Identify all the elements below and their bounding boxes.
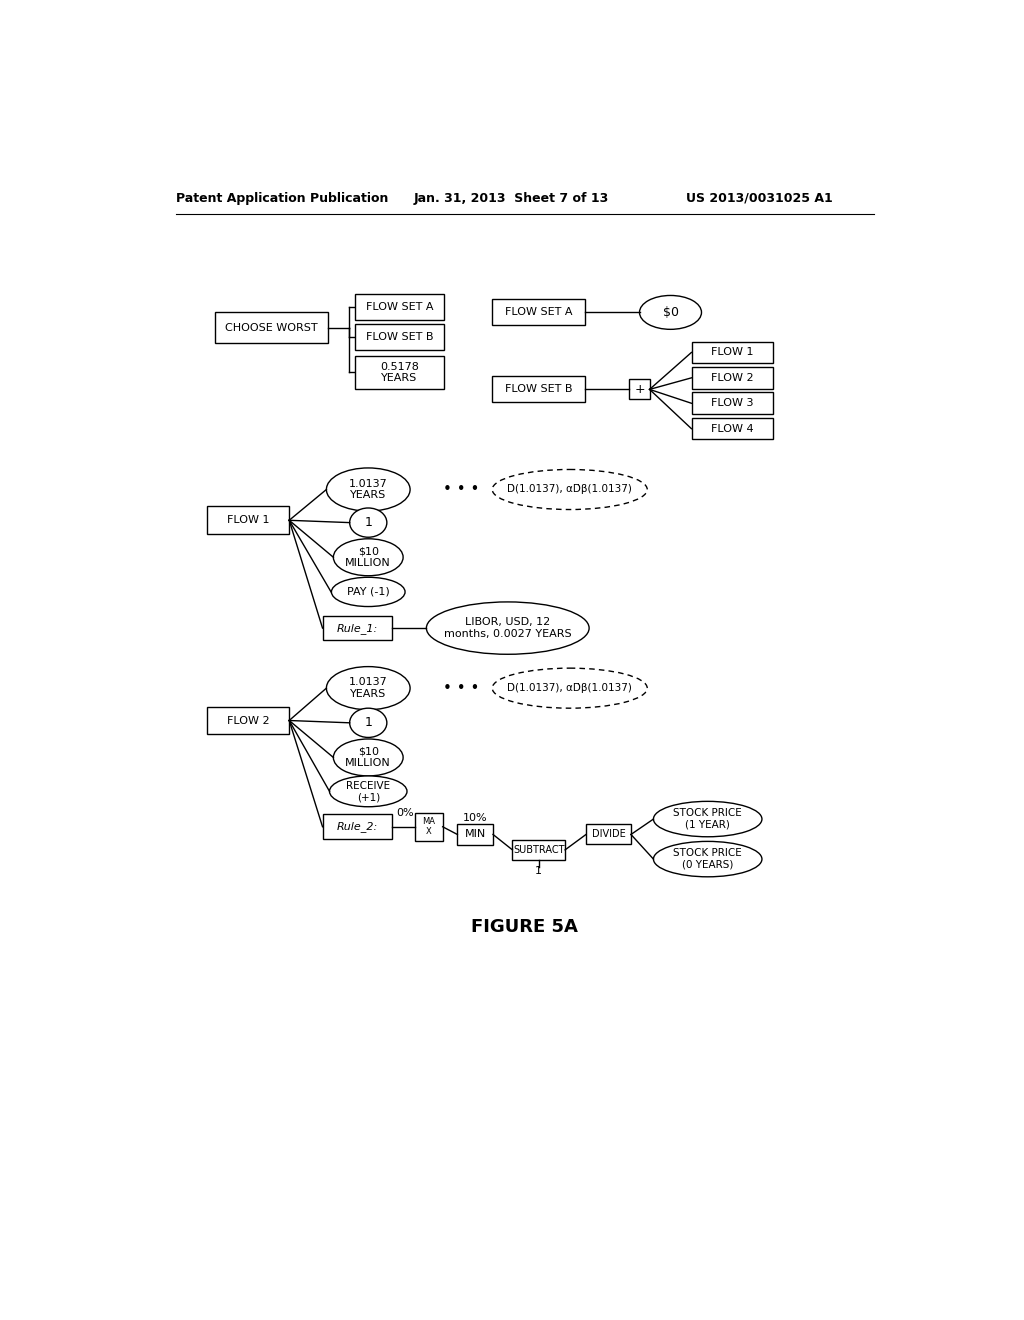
Ellipse shape <box>426 602 589 655</box>
Text: 0%: 0% <box>396 808 415 818</box>
Text: +: + <box>634 383 645 396</box>
Text: 10%: 10% <box>463 813 487 822</box>
Text: FLOW 2: FLOW 2 <box>712 372 754 383</box>
Text: 1.0137
YEARS: 1.0137 YEARS <box>349 479 388 500</box>
Bar <box>323 814 392 840</box>
Text: Ḋ(1.0137), αḊβ(1.0137): Ḋ(1.0137), αḊβ(1.0137) <box>507 684 632 693</box>
Ellipse shape <box>349 508 387 537</box>
Ellipse shape <box>334 739 403 776</box>
Ellipse shape <box>493 668 647 708</box>
Bar <box>415 813 442 841</box>
Bar <box>354 323 443 350</box>
Bar <box>458 824 493 845</box>
Bar <box>354 294 443 321</box>
Text: FLOW 1: FLOW 1 <box>227 515 269 525</box>
Text: DIVIDE: DIVIDE <box>592 829 626 840</box>
Text: US 2013/0031025 A1: US 2013/0031025 A1 <box>686 191 833 205</box>
Text: Patent Application Publication: Patent Application Publication <box>176 191 388 205</box>
Text: STOCK PRICE
(1 YEAR): STOCK PRICE (1 YEAR) <box>674 808 742 830</box>
Text: Rule_2:: Rule_2: <box>337 821 378 832</box>
Ellipse shape <box>653 801 762 837</box>
Text: FLOW 4: FLOW 4 <box>712 424 754 434</box>
Text: 1.0137
YEARS: 1.0137 YEARS <box>349 677 388 700</box>
Ellipse shape <box>640 296 701 330</box>
Ellipse shape <box>653 841 762 876</box>
Text: SUBTRACT: SUBTRACT <box>513 845 564 855</box>
Ellipse shape <box>349 708 387 738</box>
Bar <box>692 392 773 414</box>
Ellipse shape <box>334 539 403 576</box>
Bar <box>493 300 586 326</box>
Text: PAY (-1): PAY (-1) <box>347 587 389 597</box>
Text: FLOW 3: FLOW 3 <box>712 399 754 408</box>
Text: FIGURE 5A: FIGURE 5A <box>471 917 579 936</box>
Ellipse shape <box>327 469 410 511</box>
Text: 1: 1 <box>365 717 372 730</box>
Text: FLOW SET B: FLOW SET B <box>366 333 433 342</box>
Text: Jan. 31, 2013  Sheet 7 of 13: Jan. 31, 2013 Sheet 7 of 13 <box>414 191 608 205</box>
Bar <box>208 507 289 535</box>
Text: FLOW 2: FLOW 2 <box>226 715 269 726</box>
Text: 1: 1 <box>536 866 543 876</box>
Text: FLOW SET A: FLOW SET A <box>505 308 572 317</box>
Text: STOCK PRICE
(0 YEARS): STOCK PRICE (0 YEARS) <box>674 849 742 870</box>
Text: $10
MILLION: $10 MILLION <box>345 546 391 568</box>
Bar <box>692 418 773 440</box>
Bar <box>354 356 443 388</box>
Bar <box>215 313 328 343</box>
Text: 0.5178
YEARS: 0.5178 YEARS <box>380 362 419 383</box>
Ellipse shape <box>332 577 406 607</box>
Bar <box>692 367 773 388</box>
Text: MIN: MIN <box>465 829 485 840</box>
Bar <box>493 376 586 403</box>
Bar <box>692 342 773 363</box>
Text: FLOW SET B: FLOW SET B <box>505 384 572 395</box>
Ellipse shape <box>327 667 410 710</box>
Text: FLOW SET A: FLOW SET A <box>366 302 433 312</box>
Text: MA
X: MA X <box>422 817 435 837</box>
Bar <box>208 706 289 734</box>
Text: FLOW 1: FLOW 1 <box>712 347 754 358</box>
Bar <box>630 379 649 400</box>
Bar <box>586 825 631 845</box>
Text: $10
MILLION: $10 MILLION <box>345 747 391 768</box>
Text: Rule_1:: Rule_1: <box>337 623 378 634</box>
Text: Ḋ(1.0137), αḊβ(1.0137): Ḋ(1.0137), αḊβ(1.0137) <box>507 484 632 495</box>
Bar <box>323 615 392 640</box>
Ellipse shape <box>493 470 647 510</box>
Ellipse shape <box>330 776 407 807</box>
Text: LIBOR, USD, 12
months, 0.0027 YEARS: LIBOR, USD, 12 months, 0.0027 YEARS <box>444 618 571 639</box>
Text: RECEIVE
(+1): RECEIVE (+1) <box>346 780 390 803</box>
Text: • • •: • • • <box>443 482 479 498</box>
Text: $0: $0 <box>663 306 679 319</box>
Bar <box>512 840 565 859</box>
Text: CHOOSE WORST: CHOOSE WORST <box>225 323 317 333</box>
Text: 1: 1 <box>365 516 372 529</box>
Text: • • •: • • • <box>443 681 479 696</box>
